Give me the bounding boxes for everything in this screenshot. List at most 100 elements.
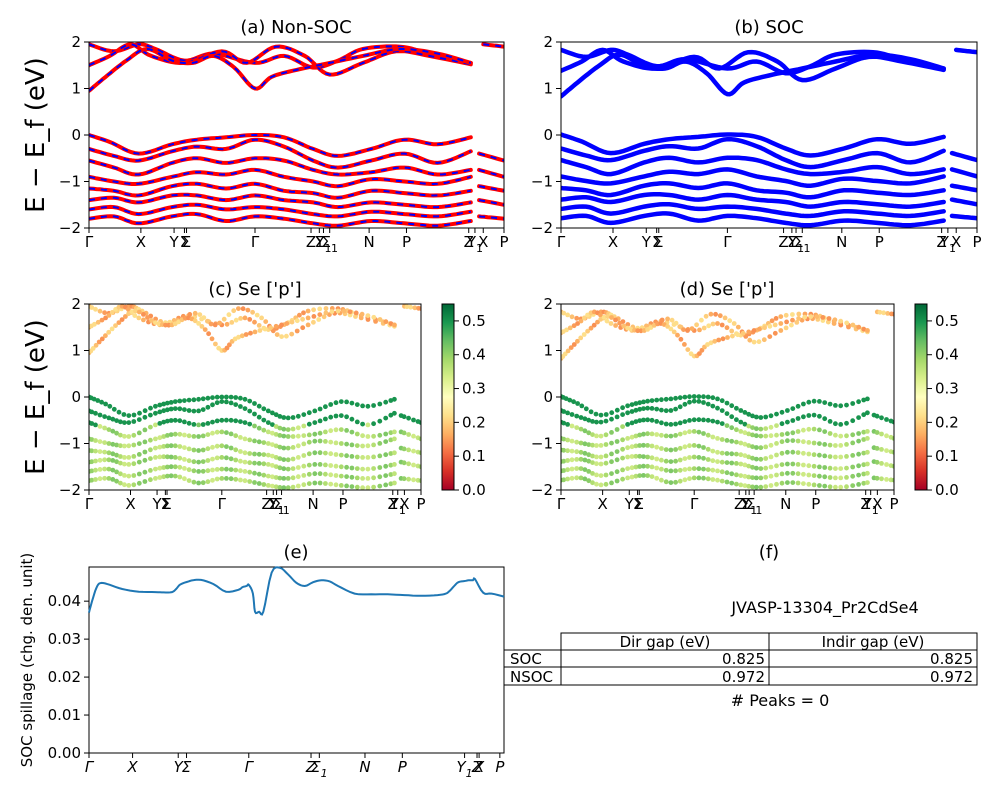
panel-c-point-v2-17 (161, 408, 167, 414)
panel-d-point-v4-38 (729, 438, 735, 444)
panel-c-point-v1-16 (157, 402, 163, 408)
panel-c-point-v3-57 (349, 429, 355, 435)
panel-c-point-c2-49 (300, 325, 306, 331)
panel-c-point-v5-59 (360, 455, 365, 460)
panel-c-point-v3-19 (168, 418, 174, 423)
panel-d-point-v3-55 (811, 426, 817, 432)
panel-d-point-v1-6 (579, 403, 585, 409)
panel-d-point-v5-43 (750, 455, 755, 461)
panel-d-point-v4-1 (561, 436, 567, 442)
panel-c-colorbar-label-4: 0.4 (462, 346, 486, 364)
panel-c-point-v4-9 (122, 443, 127, 449)
panel-c-point-v7-49 (306, 471, 312, 477)
panel-b-band-v9 (949, 150, 977, 163)
panel-c-point-v3-14 (148, 424, 153, 430)
panel-d-point-v7-27 (677, 467, 683, 473)
panel-d-point-v7-42 (746, 474, 752, 480)
panel-c-point-v7-12 (136, 471, 142, 477)
panel-c-point-v2-12 (136, 417, 142, 422)
panel-e-xtick-label-7: N (359, 758, 370, 776)
panel-c-point-c1-12 (123, 314, 128, 319)
panel-d-point-v4-34 (710, 434, 716, 440)
panel-c-point-c2-52 (316, 317, 322, 322)
panel-d-point-v5-32 (701, 445, 706, 450)
panel-c-point-c1-56 (284, 321, 290, 326)
panel-c-point-v1-62 (377, 401, 383, 407)
panel-d-point-v6-19 (641, 454, 646, 459)
panel-d-point-v8-25 (668, 480, 674, 485)
panel-d-point-v4-50 (785, 438, 790, 444)
panel-c-point-c2-59 (353, 314, 358, 319)
panel-d-point-v2-48 (774, 423, 779, 428)
panel-d-point-v7-41 (742, 473, 748, 479)
panel-d-point-v7-33 (705, 467, 711, 472)
panel-c-point-v6-60 (365, 466, 371, 472)
panel-d-point-v2-58 (827, 419, 833, 424)
panel-c-point-v2-51 (317, 418, 323, 424)
panel-e-xtick-label-0: Γ (85, 758, 95, 776)
panel-d-point-v5-24 (663, 447, 669, 452)
panel-c-point-v4-43 (277, 444, 283, 450)
panel-c-point-v8-50 (312, 480, 318, 486)
panel-d-point-v4-61 (844, 442, 849, 447)
panel-c-point-v4-10 (126, 443, 132, 449)
panel-d-point-v5-6 (582, 450, 588, 456)
panel-c-point-v7-58 (354, 475, 360, 481)
panel-e-ytick-label-4: 0.04 (48, 592, 81, 610)
panel-d-point-c2-47 (761, 337, 767, 343)
panel-d-point-v4-58 (827, 442, 833, 448)
panel-d-point-c2-53 (794, 320, 800, 325)
panel-c-point-v8-59 (360, 485, 365, 490)
panel-c-point-v2-23 (186, 408, 192, 413)
panel-c-point-v7-47 (295, 474, 301, 480)
panel-c-point-c3-2 (93, 306, 98, 312)
panel-d-point-v8-3 (569, 475, 575, 481)
panel-c-point-v1-35 (242, 396, 248, 402)
panel-d-point-v8-9 (594, 481, 599, 487)
panel-e-xtick-label-3: Σ (182, 758, 192, 776)
panel-d-point-c1-18 (617, 320, 623, 326)
panel-c-point-c1-63 (323, 310, 329, 316)
panel-c-point-v2-14 (148, 412, 153, 418)
panel-e-xtick-label-8: P (398, 758, 408, 776)
panel-b-band-c3 (561, 47, 946, 76)
panel-c-point-v3-38 (256, 425, 262, 431)
panel-c-point-c2-37 (245, 307, 251, 313)
panel-c-point-v2-1 (89, 409, 95, 415)
panel-d-frame (560, 303, 895, 491)
panel-c-point-v11-3 (411, 448, 416, 454)
panel-c-point-c1-35 (202, 327, 208, 332)
panel-c-point-v8-58 (354, 484, 360, 490)
panel-d-point-v8-11 (603, 481, 609, 487)
panel-d-point-v1-21 (649, 398, 655, 403)
panel-d-point-v6-51 (790, 461, 796, 467)
panel-d-point-v1-31 (696, 394, 702, 399)
panel-d-point-v1-35 (715, 396, 720, 402)
panel-d-point-c2-38 (722, 315, 728, 321)
panel-c-point-v4-54 (333, 440, 339, 446)
panel-d-point-v2-40 (738, 419, 744, 425)
panel-c-point-v1-47 (295, 413, 301, 419)
panel-b-xtick-sub-13: 1 (949, 242, 956, 255)
panel-c-point-v1-2 (91, 396, 97, 402)
panel-c-point-v8-44 (281, 485, 287, 490)
panel-c-point-c2-29 (208, 321, 214, 327)
panel-c-point-v3-15 (153, 422, 158, 428)
panel-d-point-v6-29 (687, 455, 692, 460)
panel-e-spillage-line (88, 566, 505, 616)
panel-c-point-c2-5 (103, 315, 108, 321)
panel-c-point-c2-50 (305, 322, 311, 328)
panel-c-point-c1-14 (129, 309, 135, 315)
panel-d-point-c1-46 (708, 340, 714, 346)
panel-c-ytick-label-3: 1 (71, 342, 81, 360)
panel-d-point-v5-4 (574, 449, 580, 455)
panel-d-point-v1-41 (742, 410, 748, 415)
panel-c-point-c1-47 (239, 333, 245, 339)
panel-d-point-v3-49 (779, 432, 785, 437)
panel-c-point-v5-47 (295, 455, 301, 460)
panel-d-point-v2-23 (659, 407, 664, 413)
panel-d-point-v3-26 (673, 421, 678, 427)
panel-c-point-c1-57 (289, 319, 295, 325)
panel-c-point-v8-2 (93, 477, 98, 482)
panel-c-point-v7-31 (224, 466, 229, 472)
